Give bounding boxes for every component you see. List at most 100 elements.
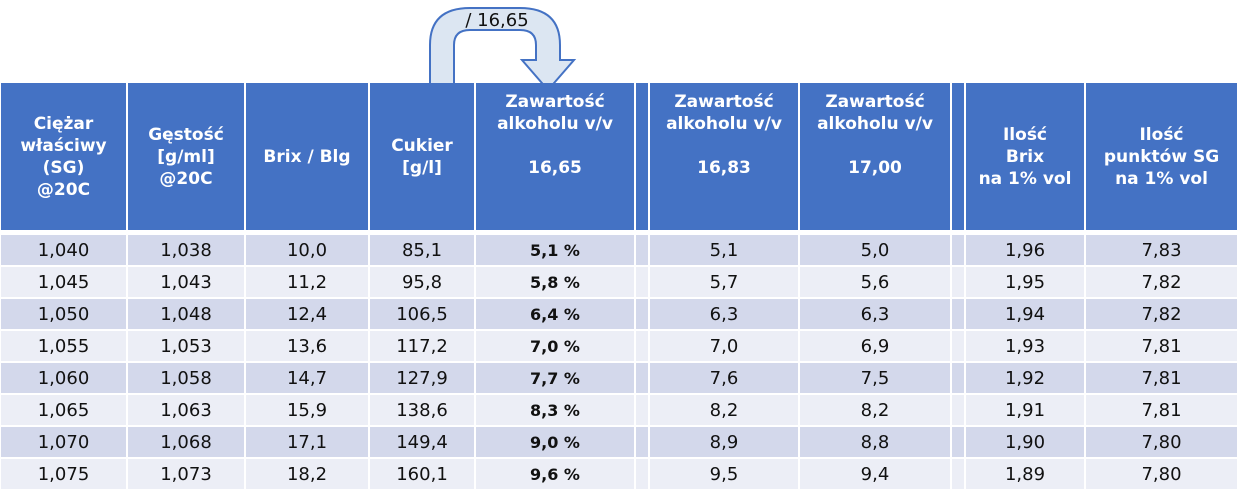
text: 7,80: [1141, 431, 1182, 453]
arrow-annotation: / 16,65: [429, 7, 577, 92]
table-cell: 85,1: [370, 235, 474, 265]
text: 117,2: [396, 335, 448, 357]
row-spacer: [636, 363, 648, 393]
text: właściwy: [20, 135, 107, 156]
table-cell: 1,058: [128, 363, 244, 393]
text: 1,96: [1004, 239, 1046, 261]
table-cell: 7,80: [1086, 459, 1237, 489]
table-cell: 5,0: [800, 235, 950, 265]
text: 1,91: [1004, 399, 1046, 421]
text: 1,95: [1004, 271, 1046, 293]
table-cell: 7,7 %: [476, 363, 634, 393]
table-cell: 8,8: [800, 427, 950, 457]
text: 1,93: [1004, 335, 1046, 357]
text: Ciężar: [33, 113, 94, 134]
text: 9,6 %: [530, 464, 580, 484]
table-cell: 7,0: [650, 331, 798, 361]
text: 7,6: [709, 367, 739, 389]
table-cell: 7,0 %: [476, 331, 634, 361]
text: 5,8 %: [530, 272, 580, 292]
row-spacer: [636, 235, 648, 265]
table-cell: 9,5: [650, 459, 798, 489]
table-cell: 8,9: [650, 427, 798, 457]
text: 7,82: [1141, 271, 1182, 293]
text: alkoholu v/v: [817, 114, 933, 134]
text: 6,3: [860, 303, 890, 325]
text: 8,9: [709, 431, 739, 453]
text: 1,073: [160, 463, 212, 485]
row-spacer: [952, 363, 964, 393]
arrow-shape: [429, 7, 577, 92]
table-cell: 18,2: [246, 459, 368, 489]
text: 1,068: [160, 431, 212, 453]
table-cell: 7,81: [1086, 331, 1237, 361]
text: 5,1 %: [530, 240, 580, 260]
text: 1,063: [160, 399, 212, 421]
table-cell: 5,7: [650, 267, 798, 297]
table-cell: 95,8: [370, 267, 474, 297]
text: 1,050: [37, 303, 90, 325]
header-cell: Zawartość alkoholu v/v 16,83: [650, 83, 798, 230]
text: 85,1: [401, 239, 443, 261]
row-spacer: [952, 459, 964, 489]
text: 1,90: [1004, 431, 1046, 453]
table-cell: 8,2: [650, 395, 798, 425]
table-cell: 5,6: [800, 267, 950, 297]
header-cell: Ilość Brix na 1% vol: [966, 83, 1084, 230]
header-cell: Zawartość alkoholu v/v 17,00: [800, 83, 950, 230]
text: 1,065: [37, 399, 90, 421]
table-cell: 7,81: [1086, 363, 1237, 393]
table-cell: 1,96: [966, 235, 1084, 265]
text: 6,3: [709, 303, 739, 325]
table-cell: 9,0 %: [476, 427, 634, 457]
text: 7,0 %: [530, 336, 580, 356]
text: Gęstość: [148, 124, 224, 145]
text: 16,65: [528, 158, 582, 178]
text: 1,070: [37, 431, 90, 453]
table-cell: 1,91: [966, 395, 1084, 425]
text: 149,4: [396, 431, 448, 453]
text: alkoholu v/v: [666, 114, 782, 134]
text: Ilość: [1002, 124, 1048, 145]
row-spacer: [952, 331, 964, 361]
text: [g/ml]: [157, 146, 215, 167]
table-cell: 8,3 %: [476, 395, 634, 425]
table-cell: 127,9: [370, 363, 474, 393]
header-cell: Zawartość alkoholu v/v 16,65: [476, 83, 634, 230]
table-cell: 1,063: [128, 395, 244, 425]
text: na 1% vol: [978, 168, 1072, 189]
row-spacer: [952, 235, 964, 265]
text: @20C: [36, 179, 91, 200]
table-cell: 7,81: [1086, 395, 1237, 425]
text: 6,4 %: [530, 304, 580, 324]
text: 17,1: [286, 431, 328, 453]
table-cell: 1,90: [966, 427, 1084, 457]
table-cell: 106,5: [370, 299, 474, 329]
table-cell: 1,045: [1, 267, 126, 297]
row-spacer: [636, 331, 648, 361]
text: 1,94: [1004, 303, 1046, 325]
table-cell: 1,065: [1, 395, 126, 425]
text: Zawartość: [674, 92, 774, 112]
text: 1,92: [1004, 367, 1046, 389]
row-spacer: [636, 427, 648, 457]
row-spacer: [636, 267, 648, 297]
table-cell: 8,2: [800, 395, 950, 425]
table-cell: 6,3: [800, 299, 950, 329]
text: 9,5: [709, 463, 739, 485]
table-cell: 138,6: [370, 395, 474, 425]
text: 6,9: [860, 335, 890, 357]
text: Cukier: [391, 135, 453, 156]
table-cell: 7,80: [1086, 427, 1237, 457]
row-spacer: [636, 459, 648, 489]
text: 1,040: [37, 239, 90, 261]
row-spacer: [636, 395, 648, 425]
text: 12,4: [286, 303, 328, 325]
text: 106,5: [396, 303, 448, 325]
table-cell: 5,1: [650, 235, 798, 265]
text: 1,048: [160, 303, 212, 325]
text: @20C: [159, 168, 213, 189]
text: 7,80: [1141, 463, 1182, 485]
text: punktów SG: [1103, 146, 1220, 167]
text: 1,075: [37, 463, 90, 485]
